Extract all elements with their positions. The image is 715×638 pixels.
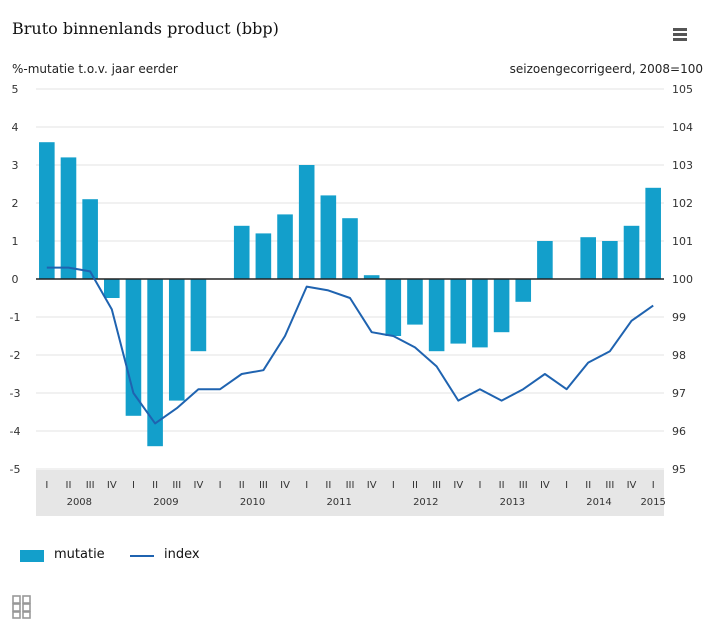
y-right-tick-label: 97 (672, 387, 686, 400)
x-year-label: 2008 (67, 497, 92, 508)
left-axis-label: %-mutatie t.o.v. jaar eerder (12, 62, 178, 76)
x-year-label: 2014 (586, 497, 611, 508)
bar-mutatie (147, 279, 163, 447)
cbs-logo-icon (12, 595, 31, 619)
y-right-tick-label: 96 (672, 425, 686, 438)
bar-mutatie (168, 279, 185, 401)
y-right-tick-label: 100 (672, 273, 693, 286)
x-quarter-label: I (45, 480, 48, 491)
y-right-tick-label: 95 (672, 463, 686, 476)
x-quarter-label: III (259, 480, 268, 491)
x-quarter-label: I (132, 480, 135, 491)
bar-mutatie (60, 157, 77, 279)
x-year-label: 2011 (326, 497, 351, 508)
x-quarter-label: IV (540, 480, 550, 491)
x-quarter-label: IV (194, 480, 204, 491)
y-left-tick-label: -2 (10, 349, 21, 362)
bar-mutatie (320, 195, 337, 279)
line-index (46, 266, 654, 425)
x-year-label: 2013 (500, 497, 525, 508)
legend-line-swatch (130, 555, 154, 557)
bar-mutatie (623, 225, 640, 279)
right-axis-label: seizoengecorrigeerd, 2008=100 (509, 62, 703, 76)
bar-mutatie (342, 218, 358, 279)
x-quarter-label: II (499, 480, 505, 491)
hamburger-menu-icon[interactable] (673, 28, 687, 41)
y-left-tick-label: 4 (12, 121, 19, 134)
y-left-tick-label: 2 (12, 197, 19, 210)
bar-mutatie (472, 279, 488, 348)
bar-mutatie (645, 187, 661, 279)
bar-mutatie (255, 233, 272, 279)
bar-mutatie (428, 279, 445, 352)
bar-mutatie (602, 241, 618, 279)
bar-mutatie (277, 214, 293, 279)
x-quarter-label: III (86, 480, 95, 491)
x-quarter-label: I (478, 480, 481, 491)
x-quarter-label: IV (627, 480, 637, 491)
y-right-tick-label: 105 (672, 83, 693, 96)
y-right-tick-label: 102 (672, 197, 693, 210)
x-year-label: 2012 (413, 497, 438, 508)
y-right-tick-label: 99 (672, 311, 686, 324)
x-quarter-label: II (152, 480, 158, 491)
x-quarter-label: III (605, 480, 614, 491)
x-quarter-label: III (346, 480, 355, 491)
x-quarter-label: II (239, 480, 245, 491)
bar-mutatie (103, 279, 120, 298)
x-quarter-label: II (66, 480, 72, 491)
bar-mutatie (515, 279, 532, 302)
x-quarter-label: I (565, 480, 568, 491)
x-quarter-label: IV (367, 480, 377, 491)
x-quarter-label: II (412, 480, 418, 491)
y-left-tick-label: -1 (10, 311, 21, 324)
legend-label-mutatie: mutatie (54, 547, 105, 562)
bar-mutatie (39, 142, 55, 279)
x-quarter-label: II (325, 480, 331, 491)
y-left-tick-label: 1 (12, 235, 19, 248)
bar-mutatie (82, 199, 98, 279)
x-quarter-label: III (432, 480, 441, 491)
x-quarter-label: I (392, 480, 395, 491)
x-year-label: 2015 (640, 497, 665, 508)
x-quarter-label: IV (453, 480, 463, 491)
bar-mutatie (363, 275, 380, 279)
x-quarter-label: III (172, 480, 181, 491)
x-quarter-label: IV (280, 480, 290, 491)
bar-mutatie (298, 165, 315, 279)
y-left-tick-label: 3 (12, 159, 19, 172)
y-right-tick-label: 104 (672, 121, 693, 134)
x-quarter-label: I (305, 480, 308, 491)
x-quarter-label: III (519, 480, 528, 491)
x-year-label: 2010 (240, 497, 265, 508)
bar-mutatie (450, 279, 467, 344)
legend-label-index: index (164, 547, 200, 562)
y-left-tick-label: 0 (12, 273, 19, 286)
chart-plot: 5 4 3 2 1 0 -1 -2 -3 -4 -5 105 104 103 102 101 100 99 98 97… (10, 83, 693, 516)
legend-bar-swatch (20, 550, 44, 562)
bar-mutatie (385, 279, 402, 336)
y-left-tick-label: -5 (10, 463, 21, 476)
x-quarter-label: II (585, 480, 591, 491)
bar-mutatie (537, 241, 553, 279)
x-year-label: 2009 (153, 497, 178, 508)
x-quarter-label: I (219, 480, 222, 491)
bar-mutatie (493, 279, 510, 333)
bar-mutatie (233, 225, 250, 279)
bar-mutatie (125, 279, 142, 416)
bar-mutatie (580, 237, 597, 279)
y-right-tick-label: 98 (672, 349, 686, 362)
x-quarter-label: I (652, 480, 655, 491)
y-right-tick-label: 101 (672, 235, 693, 248)
y-left-tick-label: 5 (12, 83, 19, 96)
y-right-tick-label: 103 (672, 159, 693, 172)
bar-mutatie (407, 279, 423, 325)
x-axis-band (36, 470, 664, 516)
y-left-tick-label: -4 (10, 425, 21, 438)
chart-title: Bruto binnenlands product (bbp) (12, 19, 279, 38)
x-quarter-label: IV (107, 480, 117, 491)
y-left-tick-label: -3 (10, 387, 21, 400)
bar-mutatie (190, 279, 207, 352)
